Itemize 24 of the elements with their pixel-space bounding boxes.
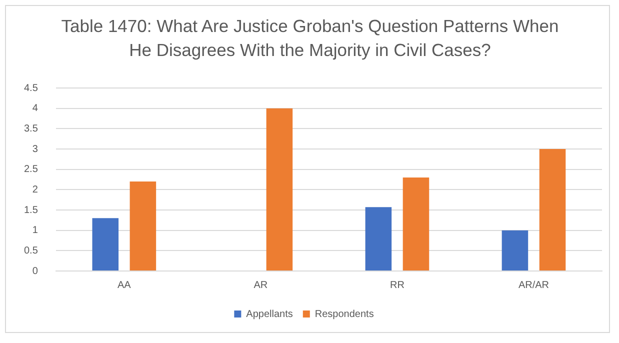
- bar: [539, 149, 566, 270]
- y-tick-label: 3: [32, 144, 38, 155]
- chart-title: Table 1470: What Are Justice Groban's Question Patterns When He Disagrees With the Majority in Civil Cases?: [60, 15, 560, 62]
- y-tick-label: 1: [32, 225, 38, 236]
- bar: [266, 108, 293, 270]
- x-tick-label: RR: [390, 280, 404, 291]
- bar: [92, 218, 119, 270]
- x-tick-label: AR: [254, 280, 268, 291]
- y-tick-label: 4: [32, 103, 38, 114]
- bar: [130, 182, 156, 270]
- bar: [402, 177, 430, 270]
- y-tick-label: 0.5: [24, 245, 38, 256]
- y-tick-label: 0: [32, 266, 38, 277]
- x-tick-label: AR/AR: [518, 280, 550, 291]
- y-tick-label: 2: [32, 184, 38, 196]
- y-tick-label: 3.5: [24, 123, 38, 134]
- legend-label: Respondents: [314, 308, 374, 320]
- bar: [502, 230, 528, 270]
- y-tick-label: 4.5: [24, 82, 38, 94]
- bar: [365, 207, 392, 270]
- x-tick-label: AA: [117, 280, 132, 291]
- legend-label: Appellants: [246, 308, 293, 320]
- y-tick-label: 1.5: [24, 204, 38, 216]
- y-tick-label: 2.5: [24, 164, 38, 176]
